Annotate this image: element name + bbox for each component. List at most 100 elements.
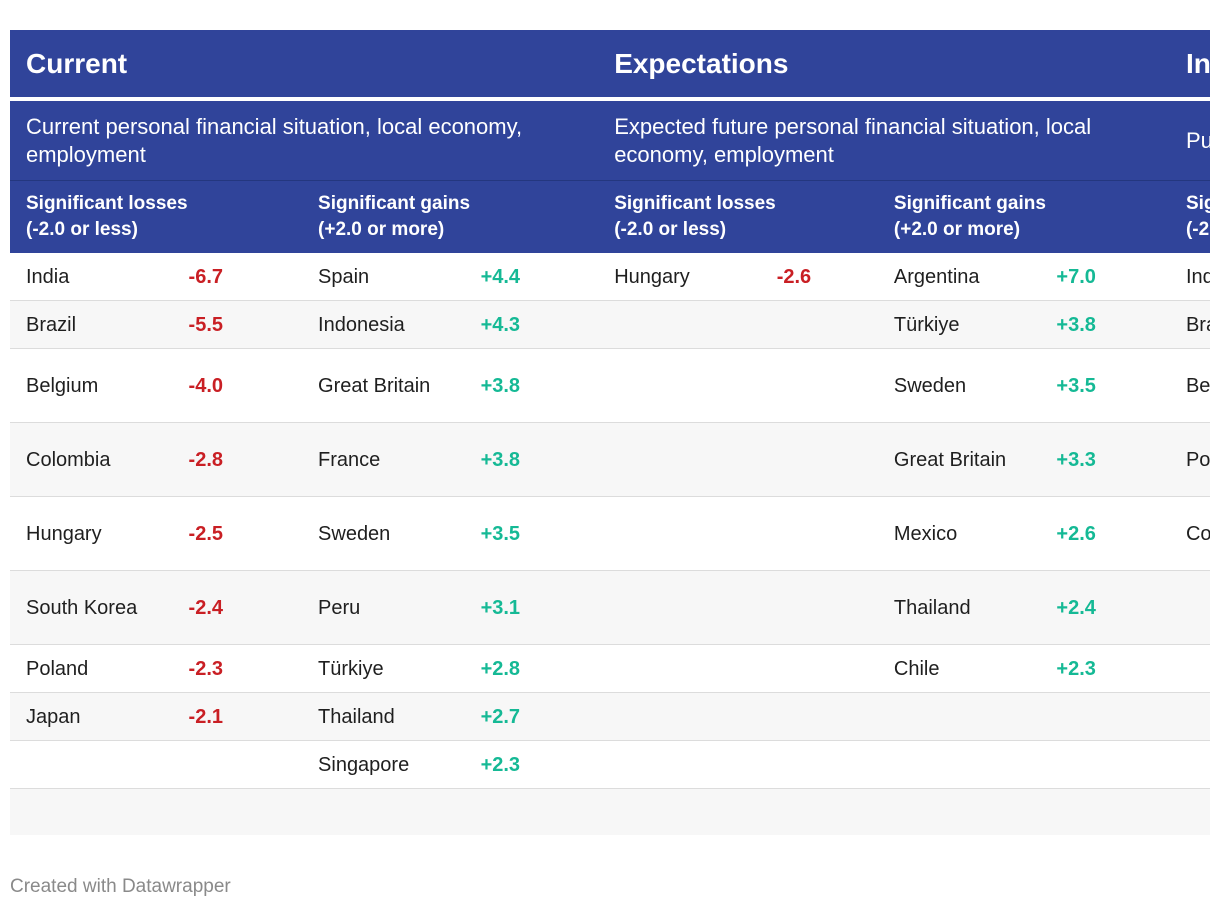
current-gain-country: Sweden xyxy=(302,496,467,571)
current-loss-country: Colombia xyxy=(10,422,175,497)
expectations-loss-value xyxy=(762,644,878,693)
column-header-losses: Significant losses (-2.0 or less) xyxy=(26,193,188,240)
current-loss-country: Japan xyxy=(10,692,175,741)
current-gain-value: +3.8 xyxy=(466,422,599,497)
column-header-gains: Significant gains (+2.0 or more) xyxy=(893,193,1046,240)
current-loss-value: -4.0 xyxy=(174,348,303,423)
credit: Created with Datawrapper xyxy=(10,876,231,897)
current-gain-country: Spain xyxy=(302,253,467,301)
section-title-expectations: Expectations xyxy=(614,47,789,79)
expectations-loss-value xyxy=(762,348,878,423)
current-gain-country: Türkiye xyxy=(302,644,467,693)
current-loss-country: Belgium xyxy=(10,348,175,423)
expectations-loss-country xyxy=(598,496,763,571)
current-loss-value: -2.8 xyxy=(174,422,303,497)
expectations-gain-country: Thailand xyxy=(877,570,1043,645)
expectations-loss-country xyxy=(598,692,763,741)
expectations-loss-value xyxy=(762,570,878,645)
expectations-gain-country: Mexico xyxy=(877,496,1043,571)
table-row: Japan -2.1 Thailand +2.7 xyxy=(10,692,1210,741)
section-title-current: Current xyxy=(26,47,128,79)
investment-loss-country xyxy=(1169,570,1210,645)
table-row: Belgium -4.0 Great Britain +3.8 Sweden +3.5 Be… xyxy=(10,348,1210,423)
expectations-gain-country: Sweden xyxy=(877,348,1043,423)
section-description-investment: Purch perso xyxy=(1169,101,1210,181)
expectations-gain-value: +2.6 xyxy=(1042,496,1170,571)
expectations-gain-country: Argentina xyxy=(877,253,1043,301)
investment-loss-country: Polan xyxy=(1169,422,1210,497)
expectations-loss-country xyxy=(598,348,763,423)
current-loss-value: -5.5 xyxy=(174,300,303,349)
data-table-container: Current Expectations Inve Current person… xyxy=(10,30,1210,836)
investment-loss-country xyxy=(1169,692,1210,741)
expectations-loss-value: -2.6 xyxy=(762,253,878,301)
current-loss-country: Brazil xyxy=(10,300,175,349)
expectations-gain-country: Great Britain xyxy=(877,422,1043,497)
table-row: South Korea -2.4 Peru +3.1 Thailand +2.4 xyxy=(10,570,1210,645)
expectations-loss-value xyxy=(762,496,878,571)
table-footer-row xyxy=(10,788,1210,835)
current-gain-value: +3.5 xyxy=(466,496,599,571)
current-gain-value: +3.1 xyxy=(466,570,599,645)
current-gain-value: +3.8 xyxy=(466,348,599,423)
expectations-loss-country: Hungary xyxy=(598,253,763,301)
current-gain-country: France xyxy=(302,422,467,497)
expectations-gain-value xyxy=(1042,740,1170,789)
investment-loss-country xyxy=(1169,740,1210,789)
table-footer-cell xyxy=(10,788,1210,835)
current-gain-value: +4.4 xyxy=(466,253,599,301)
expectations-loss-value xyxy=(762,422,878,497)
expectations-gain-country xyxy=(877,692,1043,741)
current-loss-country: India xyxy=(10,253,175,301)
current-loss-value xyxy=(174,740,303,789)
current-gain-country: Great Britain xyxy=(302,348,467,423)
current-gain-country: Peru xyxy=(302,570,467,645)
expectations-loss-value xyxy=(762,300,878,349)
investment-loss-country xyxy=(1169,644,1210,693)
expectations-gain-value: +3.3 xyxy=(1042,422,1170,497)
table-row: Singapore +2.3 xyxy=(10,740,1210,789)
table-body: India -6.7 Spain +4.4 Hungary -2.6 Argentina +7… xyxy=(10,253,1210,835)
section-description-expectations: Expected future personal financial situa… xyxy=(598,101,1170,181)
expectations-gain-value xyxy=(1042,692,1170,741)
expectations-loss-country xyxy=(598,644,763,693)
current-loss-country: South Korea xyxy=(10,570,175,645)
expectations-gain-value: +2.4 xyxy=(1042,570,1170,645)
current-gain-value: +2.7 xyxy=(466,692,599,741)
current-gain-country: Thailand xyxy=(302,692,467,741)
expectations-gain-country: Chile xyxy=(877,644,1043,693)
current-loss-value: -2.5 xyxy=(174,496,303,571)
table-row: Poland -2.3 Türkiye +2.8 Chile +2.3 xyxy=(10,644,1210,693)
column-header-gains: Significant gains (+2.0 or more) xyxy=(318,193,471,240)
current-loss-country xyxy=(10,740,175,789)
current-loss-value: -2.3 xyxy=(174,644,303,693)
current-loss-country: Hungary xyxy=(10,496,175,571)
current-loss-value: -2.1 xyxy=(174,692,303,741)
current-gain-value: +2.8 xyxy=(466,644,599,693)
expectations-gain-value: +2.3 xyxy=(1042,644,1170,693)
investment-loss-country: Colom xyxy=(1169,496,1210,571)
data-table: Current Expectations Inve Current person… xyxy=(10,30,1210,835)
expectations-gain-country: Türkiye xyxy=(877,300,1043,349)
current-gain-country: Indonesia xyxy=(302,300,467,349)
expectations-loss-value xyxy=(762,692,878,741)
current-gain-value: +4.3 xyxy=(466,300,599,349)
table-row: Colombia -2.8 France +3.8 Great Britain +3.3 P… xyxy=(10,422,1210,497)
expectations-loss-country xyxy=(598,570,763,645)
current-loss-value: -6.7 xyxy=(174,253,303,301)
expectations-gain-country xyxy=(877,740,1043,789)
expectations-gain-value: +7.0 xyxy=(1042,253,1170,301)
current-gain-country: Singapore xyxy=(302,740,467,789)
investment-loss-country: India xyxy=(1169,253,1210,301)
column-header-losses: Significant losses (-2.0 or less) xyxy=(614,193,776,240)
current-loss-country: Poland xyxy=(10,644,175,693)
expectations-loss-country xyxy=(598,422,763,497)
table-row: India -6.7 Spain +4.4 Hungary -2.6 Argentina +7… xyxy=(10,253,1210,301)
column-header-cut: Signif (-2.0 xyxy=(1185,193,1210,240)
expectations-gain-value: +3.5 xyxy=(1042,348,1170,423)
expectations-loss-country xyxy=(598,300,763,349)
investment-loss-country: Belgiu xyxy=(1169,348,1210,423)
expectations-gain-value: +3.8 xyxy=(1042,300,1170,349)
